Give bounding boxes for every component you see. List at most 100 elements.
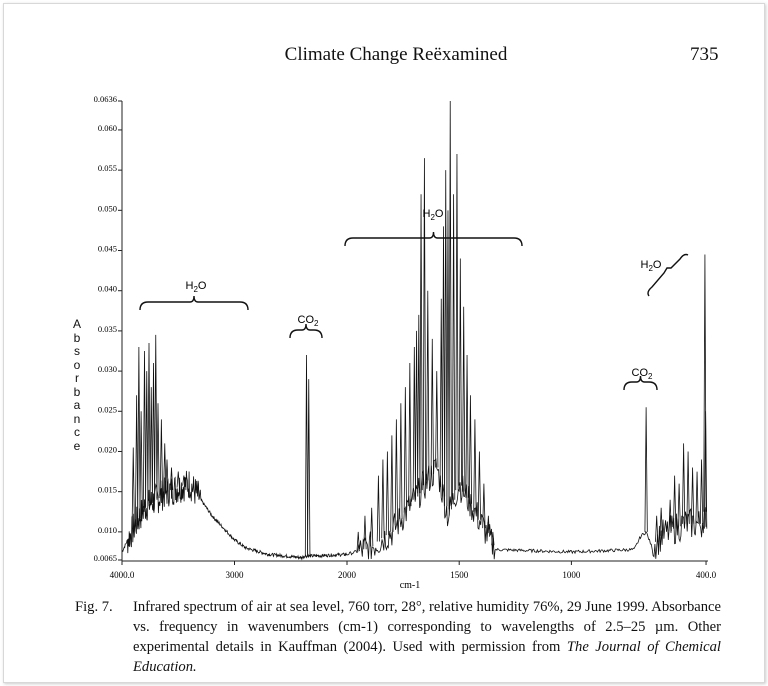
spectrum-peak [435, 371, 439, 468]
y-tick-label: 0.050 [98, 203, 117, 213]
band-label: H2O [186, 280, 207, 294]
spectrum-peak [491, 531, 495, 546]
x-tick-label: 400.0 [696, 570, 717, 580]
annotations: H2O CO2 H2O CO2 H2O [139, 208, 689, 391]
y-tick-label: 0.060 [98, 123, 117, 133]
x-tick-label: 1500 [450, 570, 469, 580]
x-tick-label: 2000 [338, 570, 357, 580]
y-axis-label-letter: b [73, 330, 81, 345]
spectrum-peak [182, 475, 186, 486]
spectrum-peak [486, 515, 490, 537]
spectrum-peak [695, 471, 699, 524]
spectrum-peak [444, 170, 448, 507]
band-label: H2O [641, 259, 662, 273]
spectrum-peak [394, 419, 398, 526]
spectrum-peak [699, 459, 704, 524]
spectrum-peak [307, 379, 311, 556]
spectrum-peak [139, 411, 143, 515]
y-tick-label: 0.055 [98, 163, 117, 173]
page-frame [3, 3, 765, 683]
spectrum-peak [655, 515, 659, 542]
band-bracket [344, 231, 523, 247]
spectrum-peak [176, 471, 180, 488]
spectrum-peak [426, 290, 430, 481]
running-title: Climate Change Reëxamined [284, 44, 508, 65]
spectrum-peak [131, 447, 135, 530]
caption-text: Infrared spectrum of air at sea level, 7… [133, 599, 721, 655]
caption-text-block: Infrared spectrum of air at sea level, 7… [133, 597, 721, 677]
spectrum-peak [430, 338, 434, 474]
spectrum-peak [151, 363, 156, 502]
spectrum-peak [356, 531, 360, 552]
y-axis-label-letter: c [74, 425, 80, 439]
band-bracket [647, 253, 689, 297]
y-tick-label: 0.0636 [94, 94, 117, 104]
y-axis-label-letter: n [73, 411, 81, 426]
spectrum-peak [690, 467, 695, 524]
spectrum-peak [686, 451, 690, 524]
y-axis-label-letter: a [73, 398, 81, 412]
band-label: H2O [423, 208, 444, 222]
spectrum-peak [446, 210, 450, 516]
spectrum-peak [451, 194, 456, 500]
spectrum-peak [462, 306, 466, 492]
spectrum-peak [376, 475, 381, 542]
spectrum-peak [448, 100, 452, 510]
spectrum-peak [381, 459, 385, 539]
spectrum-peak [408, 363, 412, 507]
spectrum-peak [149, 387, 153, 503]
band-bracket [623, 375, 658, 391]
spectrum-peak [482, 483, 486, 529]
spectrum-peak [304, 355, 309, 556]
spectrum-peak [403, 387, 407, 513]
y-axis-label-letter: r [75, 371, 79, 385]
y-axis-label-letter: b [73, 384, 81, 399]
spectrum-peak [465, 355, 469, 498]
spectrum-baseline [121, 458, 707, 561]
tick-labels: 0.0636 0.060 0.055 0.050 0.045 0.040 0.035 0.03… [94, 94, 717, 580]
spectrum-peak [468, 395, 473, 504]
spectrum-peak [390, 435, 394, 532]
spectrum-peak [673, 475, 677, 529]
y-tick-label: 0.045 [98, 244, 117, 254]
y-tick-label: 0.035 [98, 324, 117, 334]
spectrum-peak [363, 515, 367, 550]
spectrum-peak [473, 419, 477, 512]
spectrum-peak [370, 507, 374, 547]
spectrum-peak [165, 459, 169, 492]
spectrum-peak [414, 330, 419, 497]
spectrum-peak [644, 407, 648, 532]
y-tick-label: 0.010 [98, 525, 117, 535]
spectrum-peak [135, 395, 139, 523]
y-axis-label-letter: e [73, 438, 81, 453]
spectrum-peak [137, 346, 141, 519]
spectrum-peak [417, 314, 421, 494]
spectrum-peak [156, 403, 160, 499]
spectrum-peak [668, 499, 672, 532]
spectrum-chart: 0.0636 0.060 0.055 0.050 0.045 0.040 0.035 0.03… [94, 94, 717, 591]
spectrum-trace [121, 100, 708, 561]
x-axis-label: cm-1 [400, 580, 421, 591]
y-tick-label: 0.0065 [94, 553, 117, 563]
spectrum-peak [159, 419, 163, 496]
spectrum-peak [154, 334, 158, 500]
band-bracket [289, 323, 323, 339]
y-axis-label-letter: s [74, 344, 80, 358]
spectrum-peak [147, 342, 151, 505]
page-number: 735 [690, 44, 719, 65]
spectrum-peak [659, 507, 663, 536]
spectrum-peak [677, 483, 681, 527]
spectrum-peak [682, 443, 686, 524]
spectrum-peak [439, 298, 443, 487]
spectrum-peak [458, 258, 462, 486]
y-axis-label-letter: A [72, 317, 81, 331]
y-tick-label: 0.020 [98, 444, 117, 454]
spectrum-peak [385, 451, 389, 536]
spectrum-peak [455, 154, 459, 491]
spectrum-peak [419, 194, 423, 491]
y-tick-label: 0.015 [98, 485, 117, 495]
x-tick-label: 1000 [562, 570, 581, 580]
x-tick-label: 3000 [226, 570, 245, 580]
spectrum-peak [142, 350, 147, 508]
